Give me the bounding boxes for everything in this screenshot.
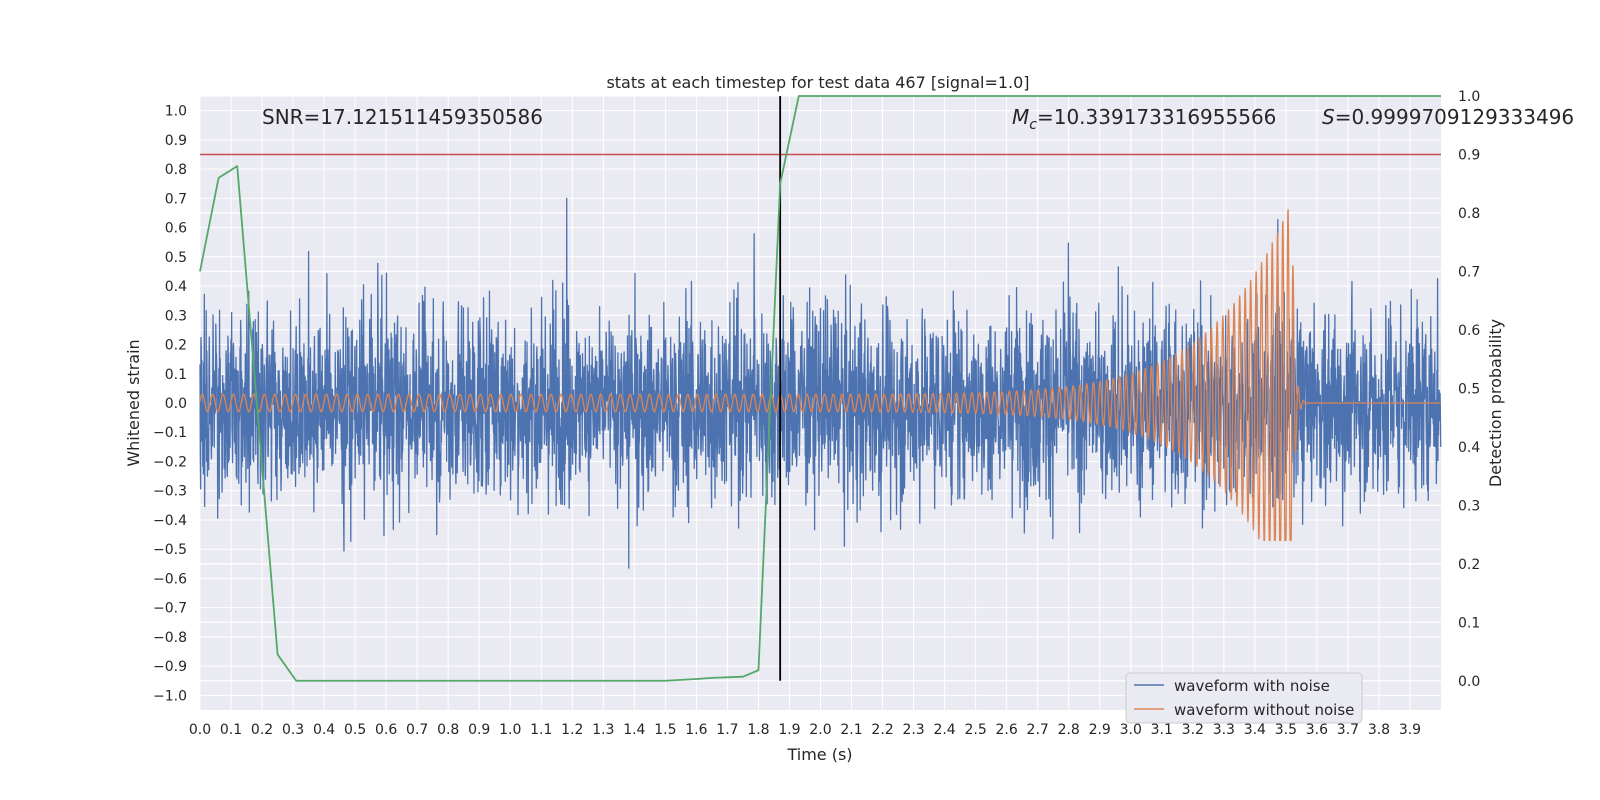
x-tick-label: 0.6: [375, 722, 397, 738]
legend-label-clean: waveform without noise: [1174, 701, 1354, 719]
x-tick-label: 0.4: [313, 722, 335, 738]
chirp-mass-value: =10.339173316955566: [1037, 105, 1276, 129]
x-tick-label: 3.4: [1244, 722, 1266, 738]
legend-label-noisy: waveform with noise: [1174, 677, 1330, 695]
x-tick-label: 1.9: [778, 722, 800, 738]
series-detection-probability: [199, 95, 1441, 682]
x-tick-label: 1.8: [747, 722, 769, 738]
legend: waveform with noise waveform without noi…: [1125, 672, 1363, 724]
y-tick-label: 0.4: [165, 279, 187, 295]
y-axis-label: Whitened strain: [124, 339, 143, 466]
x-tick-label: 1.4: [623, 722, 645, 738]
x-tick-labels: 0.0 0.1 0.2 0.3 0.4 0.5 0.6 0.7 0.8 0.9 1.0 1.1 1.2 1…: [189, 722, 1421, 738]
x-tick-label: 2.6: [996, 722, 1018, 738]
x-tick-label: 2.5: [964, 722, 986, 738]
y-tick-label: −0.5: [153, 542, 187, 558]
y2-tick-label: 0.9: [1458, 147, 1480, 163]
y-tick-label: −0.7: [153, 601, 187, 617]
x-tick-label: 3.9: [1399, 722, 1421, 738]
y2-tick-label: 0.0: [1458, 674, 1480, 690]
x-tick-label: 0.1: [220, 722, 242, 738]
y2-axis-label: Detection probability: [1486, 319, 1505, 487]
y-tick-label: 0.5: [165, 250, 187, 266]
y-tick-label: −0.2: [153, 454, 187, 470]
x-tick-label: 1.6: [685, 722, 707, 738]
y2-tick-label: 0.2: [1458, 557, 1480, 573]
x-tick-label: 0.8: [437, 722, 459, 738]
x-tick-label: 1.5: [654, 722, 676, 738]
y2-tick-label: 0.6: [1458, 323, 1480, 339]
x-tick-label: 1.0: [499, 722, 521, 738]
x-tick-label: 2.3: [902, 722, 924, 738]
legend-box: [1125, 672, 1363, 724]
x-tick-label: 2.1: [840, 722, 862, 738]
chirp-mass-subscript: c: [1029, 117, 1037, 133]
y-tick-label: 0.0: [165, 396, 187, 412]
y-tick-label: −0.8: [153, 630, 187, 646]
y2-tick-label: 0.5: [1458, 381, 1480, 397]
y2-tick-label: 1.0: [1458, 89, 1480, 105]
chart-title: stats at each timestep for test data 467…: [606, 73, 1029, 92]
x-tick-label: 2.2: [871, 722, 893, 738]
y-tick-label: −0.4: [153, 513, 187, 529]
score-symbol: S: [1322, 105, 1335, 129]
x-tick-label: 2.8: [1058, 722, 1080, 738]
y-tick-label: −1.0: [153, 688, 187, 704]
y-tick-label: −0.1: [153, 425, 187, 441]
x-tick-label: 3.1: [1151, 722, 1173, 738]
x-tick-label: 2.9: [1089, 722, 1111, 738]
x-tick-label: 3.3: [1213, 722, 1235, 738]
y2-tick-labels: 1.0 0.9 0.8 0.7 0.6 0.5 0.4 0.3 0.2 0.1 0.0: [1458, 89, 1480, 690]
series-waveform-without-noise: [199, 208, 1442, 542]
y-tick-label: 0.7: [165, 191, 187, 207]
y-tick-label: 1.0: [165, 104, 187, 120]
score-value: =0.9999709129333496: [1335, 105, 1574, 129]
y-tick-label: 0.6: [165, 221, 187, 237]
series-waveform-with-noise: [199, 197, 1442, 569]
y2-tick-label: 0.8: [1458, 206, 1480, 222]
y-tick-label: −0.9: [153, 659, 187, 675]
score-annotation: S=0.9999709129333496: [1322, 105, 1574, 129]
x-tick-label: 0.9: [468, 722, 490, 738]
y2-tick-label: 0.4: [1458, 440, 1480, 456]
x-tick-label: 3.5: [1275, 722, 1297, 738]
x-tick-label: 3.0: [1120, 722, 1142, 738]
x-tick-label: 3.7: [1337, 722, 1359, 738]
y-tick-label: −0.3: [153, 484, 187, 500]
series-layer: [199, 95, 1442, 682]
y-tick-label: 0.1: [165, 367, 187, 383]
x-tick-label: 1.2: [561, 722, 583, 738]
x-tick-label: 3.6: [1306, 722, 1328, 738]
x-tick-label: 0.0: [189, 722, 211, 738]
y-tick-label: 0.8: [165, 162, 187, 178]
y2-tick-label: 0.7: [1458, 264, 1480, 280]
y2-tick-label: 0.3: [1458, 498, 1480, 514]
snr-annotation: SNR=17.121511459350586: [262, 105, 543, 129]
x-tick-label: 0.7: [406, 722, 428, 738]
x-tick-label: 0.2: [251, 722, 273, 738]
x-tick-label: 2.7: [1027, 722, 1049, 738]
x-tick-label: 2.0: [809, 722, 831, 738]
y-tick-labels: 1.0 0.9 0.8 0.7 0.6 0.5 0.4 0.3 0.2 0.1 0.0 −0.1 −0.…: [153, 104, 187, 705]
y-tick-label: 0.9: [165, 133, 187, 149]
chirp-mass-symbol: M: [1012, 105, 1029, 129]
x-tick-label: 0.5: [344, 722, 366, 738]
y-tick-label: 0.3: [165, 308, 187, 324]
y-tick-label: 0.2: [165, 338, 187, 354]
y-tick-label: −0.6: [153, 571, 187, 587]
x-tick-label: 1.1: [530, 722, 552, 738]
x-tick-label: 1.7: [716, 722, 738, 738]
x-tick-label: 3.2: [1182, 722, 1204, 738]
chirp-mass-annotation: Mc=10.339173316955566: [1012, 105, 1276, 133]
x-tick-label: 2.4: [933, 722, 955, 738]
y2-tick-label: 0.1: [1458, 615, 1480, 631]
x-tick-label: 0.3: [282, 722, 304, 738]
x-tick-label: 1.3: [592, 722, 614, 738]
x-tick-label: 3.8: [1368, 722, 1390, 738]
x-axis-label: Time (s): [786, 745, 852, 764]
